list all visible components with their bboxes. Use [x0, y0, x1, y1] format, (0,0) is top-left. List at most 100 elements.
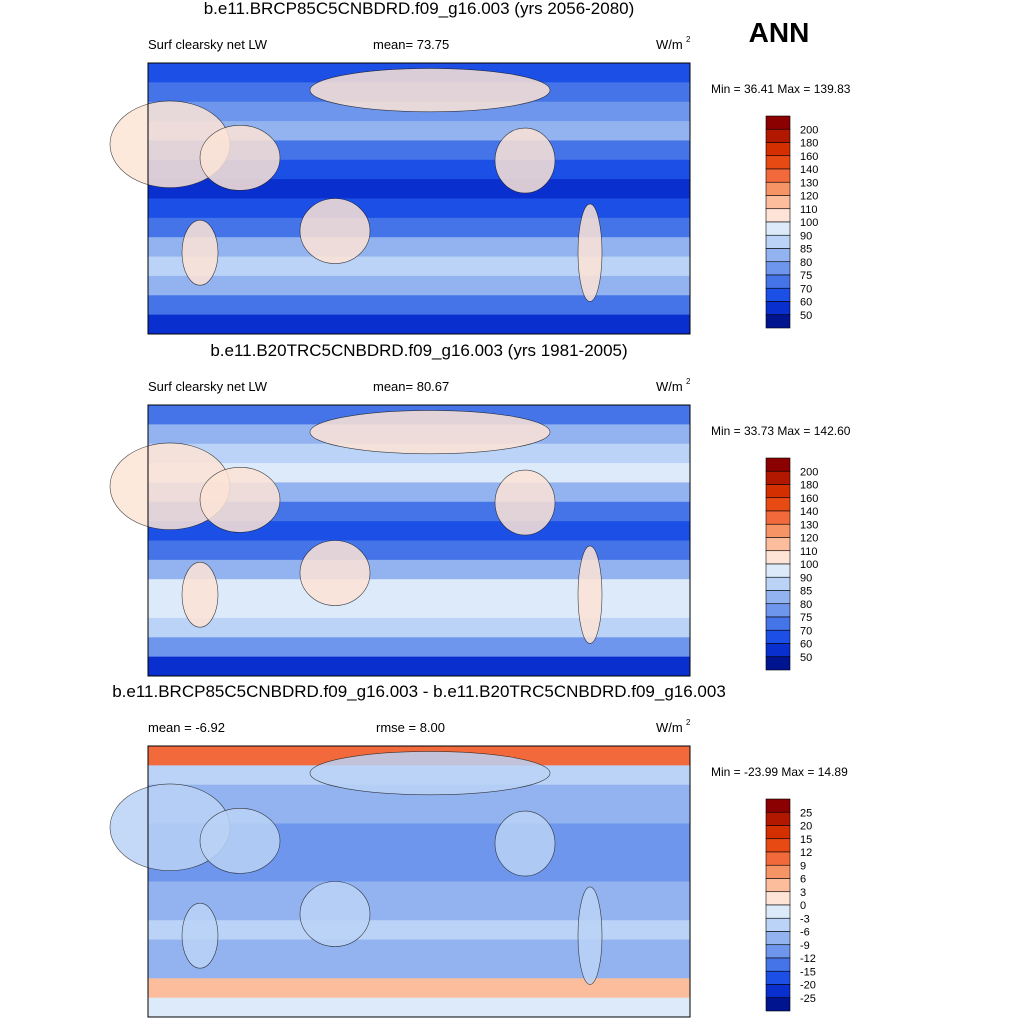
colorbar-label: 110: [800, 546, 818, 558]
map-band: [148, 237, 690, 258]
panel-title: b.e11.B20TRC5CNBDRD.f09_g16.003 (yrs 198…: [210, 341, 627, 360]
left-label: Surf clearsky net LW: [148, 379, 268, 394]
colorbar-label: 160: [800, 151, 818, 163]
land: [299, 198, 371, 264]
min-max: Min = 33.73 Max = 142.60: [711, 424, 851, 438]
colorbar-label: -3: [800, 913, 810, 925]
units: W/m: [656, 720, 683, 735]
colorbar-box: [765, 314, 791, 329]
colorbar-label: -6: [800, 927, 810, 939]
colorbar-label: 140: [800, 506, 818, 518]
colorbar-box: [765, 576, 791, 591]
colorbar-box: [765, 629, 791, 644]
land: [577, 545, 603, 644]
colorbar-label: 130: [800, 177, 818, 189]
colorbar-box: [765, 825, 791, 840]
map-frame: [147, 62, 691, 335]
colorbar-label: 140: [800, 164, 818, 176]
colorbar-box: [765, 115, 791, 130]
colorbar-label: -20: [800, 980, 816, 992]
colorbar-box: [765, 470, 791, 485]
colorbar-label: 12: [800, 847, 812, 859]
colorbar-box: [765, 944, 791, 959]
colorbar-box: [765, 234, 791, 249]
land: [199, 808, 281, 874]
colorbar-box: [765, 287, 791, 302]
colorbar-label: 75: [800, 612, 812, 624]
colorbar-box: [765, 274, 791, 289]
colorbar-box: [765, 838, 791, 853]
colorbar-box: [765, 484, 791, 499]
colorbar-box: [765, 864, 791, 879]
land: [577, 203, 603, 302]
map-band: [148, 881, 690, 902]
map: [109, 745, 691, 1018]
land: [494, 127, 556, 194]
colorbar-box: [765, 904, 791, 919]
map-band: [148, 463, 690, 483]
panel-title: b.e11.BRCP85C5CNBDRD.f09_g16.003 - b.e11…: [112, 682, 726, 701]
colorbar-label: -12: [800, 953, 816, 965]
colorbar-label: 85: [800, 586, 812, 598]
colorbar-label: 70: [800, 625, 812, 637]
map-band: [148, 598, 690, 619]
map-band: [148, 997, 690, 1018]
colorbar-box: [765, 563, 791, 578]
colorbar-label: 90: [800, 572, 812, 584]
units: W/m: [656, 37, 683, 52]
colorbar-label: 200: [800, 124, 818, 136]
colorbar-label: 3: [800, 887, 806, 899]
land: [577, 886, 603, 985]
colorbar-label: 160: [800, 493, 818, 505]
colorbar-label: 60: [800, 297, 812, 309]
colorbar-box: [765, 181, 791, 196]
land: [494, 810, 556, 877]
land: [181, 561, 219, 628]
panel-title: b.e11.BRCP85C5CNBDRD.f09_g16.003 (yrs 20…: [204, 0, 635, 18]
season-label: ANN: [749, 17, 810, 48]
colorbar-label: 120: [800, 533, 818, 545]
left-label: mean = -6.92: [148, 720, 225, 735]
colorbar-box: [765, 457, 791, 472]
colorbar-label: 85: [800, 244, 812, 256]
colorbar-box: [765, 208, 791, 223]
colorbar-box: [765, 997, 791, 1012]
map-frame: [147, 745, 691, 1018]
colorbar-label: 80: [800, 599, 812, 611]
colorbar-box: [765, 168, 791, 183]
colorbar-label: 6: [800, 874, 806, 886]
colorbar-label: -15: [800, 966, 816, 978]
map-frame: [147, 404, 691, 677]
colorbar-label: 180: [800, 138, 818, 150]
colorbar-label: 130: [800, 519, 818, 531]
map-band: [148, 939, 690, 960]
map: [109, 62, 691, 335]
colorbar-box: [765, 590, 791, 605]
colorbar-box: [765, 195, 791, 210]
colorbar-box: [765, 261, 791, 276]
map-band: [148, 559, 690, 580]
colorbar-label: 50: [800, 652, 812, 664]
colorbar-label: 25: [800, 807, 812, 819]
land: [309, 751, 551, 796]
map-band: [148, 958, 690, 979]
units-superscript: 2: [686, 35, 691, 44]
min-max: Min = -23.99 Max = 14.89: [711, 765, 848, 779]
colorbar-box: [765, 155, 791, 170]
map: [109, 404, 691, 677]
map-band: [148, 295, 690, 316]
colorbar-label: 120: [800, 191, 818, 203]
units-superscript: 2: [686, 377, 691, 386]
colorbar-box: [765, 917, 791, 932]
land: [309, 68, 551, 113]
units-superscript: 2: [686, 718, 691, 727]
colorbar-label: 9: [800, 860, 806, 872]
units: W/m: [656, 379, 683, 394]
map-band: [148, 256, 690, 277]
center-label: mean= 80.67: [373, 379, 449, 394]
map-band: [148, 579, 690, 600]
colorbar-box: [765, 957, 791, 972]
map-band: [148, 656, 690, 677]
colorbar-box: [765, 931, 791, 946]
